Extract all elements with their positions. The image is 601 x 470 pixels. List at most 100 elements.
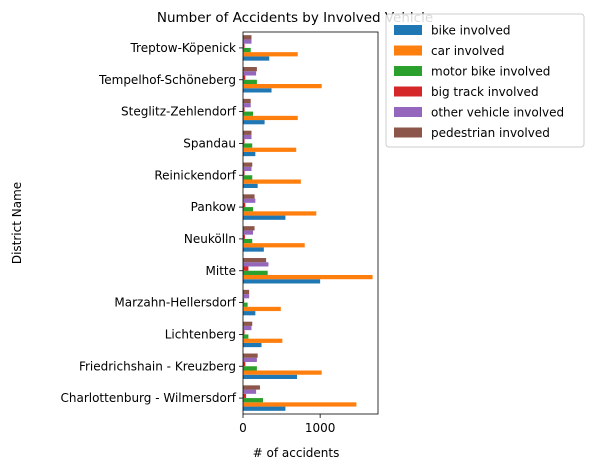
bar-big-track-involved-3 bbox=[243, 298, 245, 303]
bar-pedestrian-involved-5 bbox=[243, 226, 255, 231]
bar-motor-bike-involved-2 bbox=[243, 334, 249, 339]
y-axis-ticks: Charlottenburg - Wilmersdorf Friedrichsha… bbox=[60, 41, 243, 405]
y-tick-label: Pankow bbox=[191, 200, 237, 214]
bar-car-involved-2 bbox=[243, 338, 283, 343]
bar-pedestrian-involved-2 bbox=[243, 321, 253, 326]
y-tick-label: Tempelhof-Schöneberg bbox=[98, 73, 236, 87]
bar-motor-bike-involved-1 bbox=[243, 366, 257, 371]
bar-other-vehicle-involved-2 bbox=[243, 325, 252, 331]
legend-swatch bbox=[394, 86, 422, 97]
bar-pedestrian-involved-11 bbox=[243, 35, 252, 40]
bar-other-vehicle-involved-7 bbox=[243, 166, 252, 171]
x-axis-ticks: 0 1000 bbox=[239, 414, 335, 435]
bar-car-involved-6 bbox=[243, 211, 317, 216]
bar-car-involved-11 bbox=[243, 52, 298, 57]
bar-big-track-involved-9 bbox=[243, 107, 245, 112]
bar-motor-bike-involved-11 bbox=[243, 47, 251, 53]
bar-motor-bike-involved-4 bbox=[243, 270, 268, 275]
legend: bike involved car involved motor bike invo… bbox=[385, 13, 585, 148]
bar-motor-bike-involved-6 bbox=[243, 207, 254, 212]
y-tick-label: Neukölln bbox=[184, 232, 236, 246]
bar-car-involved-3 bbox=[243, 306, 281, 312]
chart-title: Number of Accidents by Involved Vehicle bbox=[157, 10, 433, 26]
bar-car-involved-0 bbox=[243, 402, 357, 407]
bar-other-vehicle-involved-11 bbox=[243, 39, 252, 44]
bar-pedestrian-involved-10 bbox=[243, 67, 257, 72]
bar-other-vehicle-involved-1 bbox=[243, 357, 257, 362]
bar-bike-involved-10 bbox=[243, 88, 272, 93]
bar-motor-bike-involved-3 bbox=[243, 302, 248, 307]
bar-big-track-involved-4 bbox=[243, 266, 249, 271]
bar-pedestrian-involved-3 bbox=[243, 289, 250, 295]
bar-motor-bike-involved-7 bbox=[243, 175, 253, 180]
x-axis-label: # of accidents bbox=[253, 446, 340, 460]
bar-bike-involved-2 bbox=[243, 342, 262, 348]
bar-big-track-involved-8 bbox=[243, 139, 245, 144]
bar-other-vehicle-involved-4 bbox=[243, 262, 269, 267]
bar-motor-bike-involved-10 bbox=[243, 79, 257, 84]
bar-car-involved-10 bbox=[243, 83, 322, 89]
bar-bike-involved-0 bbox=[243, 406, 286, 411]
legend-swatch bbox=[394, 25, 422, 35]
bar-other-vehicle-involved-8 bbox=[243, 134, 252, 140]
bar-big-track-involved-10 bbox=[243, 75, 246, 80]
bar-bike-involved-1 bbox=[243, 374, 297, 379]
y-tick-label: Steglitz-Zehlendorf bbox=[121, 105, 237, 119]
y-tick-label: Marzahn-Hellersdorf bbox=[114, 296, 236, 310]
bar-bike-involved-8 bbox=[243, 151, 256, 157]
y-tick-label: Reinickendorf bbox=[154, 168, 236, 182]
y-tick-label: Mitte bbox=[206, 264, 236, 278]
bar-big-track-involved-6 bbox=[243, 202, 246, 208]
bar-car-involved-1 bbox=[243, 370, 322, 375]
bar-other-vehicle-involved-10 bbox=[243, 71, 257, 76]
legend-swatch bbox=[394, 66, 422, 76]
bar-motor-bike-involved-5 bbox=[243, 238, 253, 244]
bar-other-vehicle-involved-6 bbox=[243, 198, 256, 203]
bar-other-vehicle-involved-0 bbox=[243, 389, 257, 394]
x-tick-label: 1000 bbox=[305, 421, 336, 435]
bar-pedestrian-involved-4 bbox=[243, 258, 267, 263]
bar-bike-involved-7 bbox=[243, 183, 258, 188]
y-tick-label: Spandau bbox=[183, 136, 236, 150]
y-tick-label: Treptow-Köpenick bbox=[129, 41, 236, 55]
bar-pedestrian-involved-0 bbox=[243, 385, 260, 390]
bar-other-vehicle-involved-5 bbox=[243, 230, 254, 235]
bar-other-vehicle-involved-3 bbox=[243, 294, 250, 299]
bar-big-track-involved-5 bbox=[243, 234, 245, 239]
legend-swatch bbox=[394, 127, 422, 138]
bar-bike-involved-6 bbox=[243, 215, 286, 220]
bar-big-track-involved-11 bbox=[243, 43, 245, 48]
bar-car-involved-5 bbox=[243, 243, 305, 248]
bar-bike-involved-3 bbox=[243, 311, 256, 316]
bar-pedestrian-involved-8 bbox=[243, 130, 252, 135]
legend-label: bike involved bbox=[431, 24, 511, 38]
legend-swatch bbox=[394, 107, 422, 117]
legend-label: pedestrian involved bbox=[431, 126, 550, 140]
legend-label: other vehicle involved bbox=[431, 106, 564, 120]
x-tick-label: 0 bbox=[239, 421, 247, 435]
bar-bike-involved-9 bbox=[243, 120, 265, 125]
bar-big-track-involved-7 bbox=[243, 171, 245, 176]
legend-label: motor bike involved bbox=[431, 65, 550, 79]
legend-swatch bbox=[394, 45, 422, 56]
y-tick-label: Charlottenburg - Wilmersdorf bbox=[60, 391, 236, 405]
bar-motor-bike-involved-8 bbox=[243, 143, 253, 148]
legend-frame bbox=[385, 13, 585, 148]
bar-big-track-involved-1 bbox=[243, 362, 246, 367]
plot-frame bbox=[242, 31, 379, 415]
legend-label: big track involved bbox=[431, 85, 539, 99]
bar-car-involved-9 bbox=[243, 115, 298, 121]
bar-other-vehicle-involved-9 bbox=[243, 103, 251, 108]
y-tick-label: Friedrichshain - Kreuzberg bbox=[79, 359, 236, 373]
bar-big-track-involved-2 bbox=[243, 330, 245, 335]
bar-pedestrian-involved-7 bbox=[243, 162, 253, 167]
bar-bike-involved-5 bbox=[243, 247, 264, 252]
bar-pedestrian-involved-1 bbox=[243, 353, 258, 358]
y-axis-label: District Name bbox=[10, 182, 24, 264]
bar-car-involved-7 bbox=[243, 179, 301, 184]
bar-motor-bike-involved-0 bbox=[243, 398, 264, 403]
bar-pedestrian-involved-9 bbox=[243, 98, 251, 104]
legend-label: car involved bbox=[431, 44, 505, 58]
bar-car-involved-8 bbox=[243, 147, 297, 152]
